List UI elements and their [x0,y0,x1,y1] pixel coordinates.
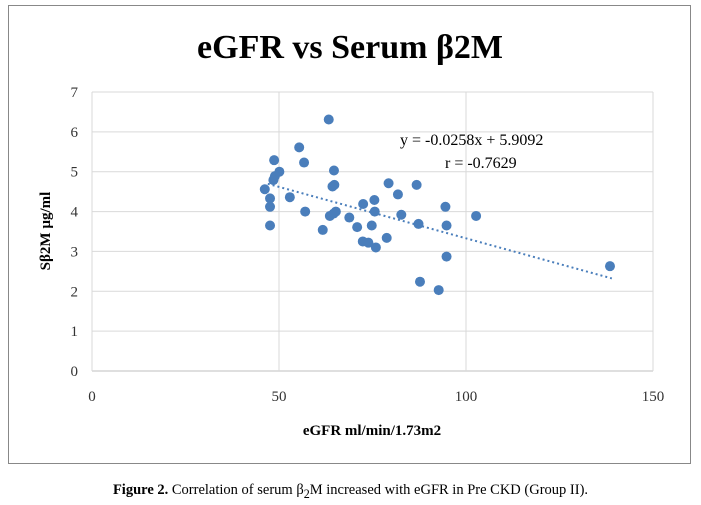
y-axis-label: Sβ2M µg/ml [38,192,54,271]
y-tick-label: 2 [71,284,79,300]
y-tick-label: 0 [71,364,79,380]
y-tick-label: 1 [71,324,79,340]
x-axis-label: eGFR ml/min/1.73m2 [303,423,441,439]
caption-label: Figure 2. [112,482,169,498]
equation-annotation: y = -0.0258x + 5.9092 [400,132,543,149]
data-point [329,179,340,190]
data-point [396,209,407,220]
data-point [300,206,311,217]
data-point [392,189,403,200]
x-tick-label: 100 [455,389,478,405]
data-point [328,208,339,219]
data-point [369,206,380,217]
r-annotation: r = -0.7629 [445,155,517,172]
data-point [383,178,394,189]
data-point [269,155,280,166]
data-point [268,175,279,186]
data-point [433,285,444,296]
data-point [411,179,422,190]
data-point [369,195,380,206]
data-point [323,114,334,125]
data-point [441,220,452,231]
data-point [413,218,424,229]
y-tick-label: 5 [71,165,79,181]
x-tick-label: 50 [272,389,287,405]
data-point [317,224,328,235]
data-point [265,220,276,231]
data-point [441,251,452,262]
figure-caption: Figure 2. Correlation of serum β2M incre… [0,482,701,502]
data-point [284,192,295,203]
data-point [370,242,381,253]
x-tick-label: 150 [642,389,665,405]
data-point [471,210,482,221]
data-point [259,184,270,195]
data-point [352,222,363,233]
scatter-chart: eGFR vs Serum β2M 0 1 2 3 4 5 6 7 0 50 100 150 y = … [38,29,665,439]
data-point [366,220,377,231]
y-tick-label: 4 [71,205,79,221]
data-point [265,193,276,204]
data-point [414,276,425,287]
y-tick-label: 6 [71,125,79,141]
data-point [299,157,310,168]
y-tick-label: 3 [71,244,79,260]
caption-subscript: 2 [303,486,310,501]
data-point [604,261,615,272]
y-tick-label: 7 [71,85,79,101]
data-point [381,232,392,243]
chart-title: eGFR vs Serum β2M [197,29,503,66]
data-point [294,142,305,153]
caption-text-end: M increased with eGFR in Pre CKD (Group … [309,482,589,498]
data-point [265,201,276,212]
chart-frame [8,5,691,464]
data-point [344,212,355,223]
data-point [363,237,374,248]
x-tick-label: 0 [88,389,96,405]
caption-text: Correlation of serum β [168,482,304,498]
data-point [440,201,451,212]
data-point [328,165,339,176]
data-point [358,198,369,209]
